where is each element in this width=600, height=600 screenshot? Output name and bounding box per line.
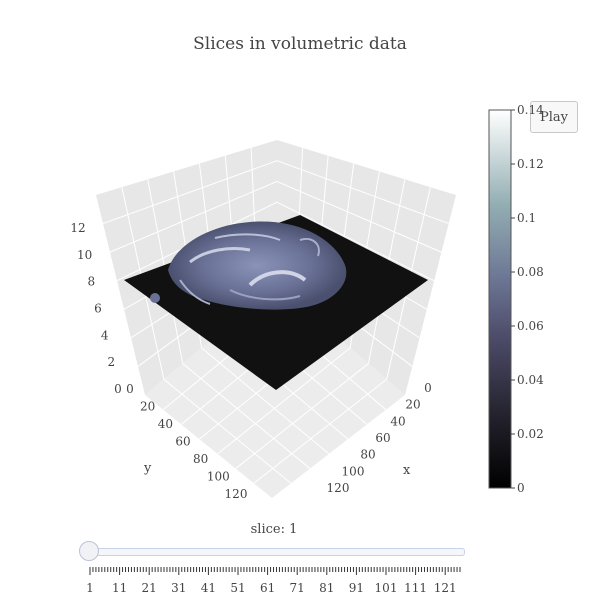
y-axis-label: y [143,461,152,476]
z-axis-ticks: 0 2 4 6 8 10 12 [70,221,121,396]
axis-tick-label: 60 [375,431,390,445]
grid-line [201,347,330,455]
slider-track[interactable] [88,548,465,556]
slider-handle[interactable] [79,541,99,561]
grid-line [276,201,435,282]
grid-line [163,378,292,484]
axis-tick-label: 0 [424,381,432,395]
axis-tick-label: 120 [225,487,248,501]
axis-tick-label: 12 [70,221,85,235]
axis-tick-label: 20 [405,398,420,412]
axis-tick-label: 8 [88,275,96,289]
axis-tick-label: 6 [94,302,102,316]
grid-line [102,160,278,225]
axis-tick-label: 100 [342,464,365,478]
axis-tick-label: 100 [207,470,230,484]
grid-line [276,180,442,253]
x-axis-label: x [403,463,411,478]
axis-tick-label: 60 [175,435,190,449]
axis-tick-label: 80 [360,448,375,462]
axis-tick-label: 0 [114,382,122,396]
grid-line [235,363,369,469]
play-button[interactable]: Play [530,101,578,133]
axis-tick-label: 20 [140,400,155,414]
grid-line [182,363,311,469]
grid-line [253,378,388,484]
brain-image [150,221,347,310]
axis-tick-label: 10 [77,248,92,262]
scene-floor [145,285,405,498]
grid-line [276,160,449,225]
axis-tick-label: 2 [108,355,116,369]
grid-line [217,347,351,455]
chart-title: Slices in volumetric data [193,34,407,54]
axis-tick-label: 80 [193,452,208,466]
axis-tick-label: 40 [158,417,173,431]
axis-tick-label: 0 [126,382,134,396]
axis-tick-label: 40 [390,414,405,428]
grid-line [109,180,278,253]
axis-tick-label: 120 [327,481,350,495]
axis-tick-label: 4 [101,328,109,342]
